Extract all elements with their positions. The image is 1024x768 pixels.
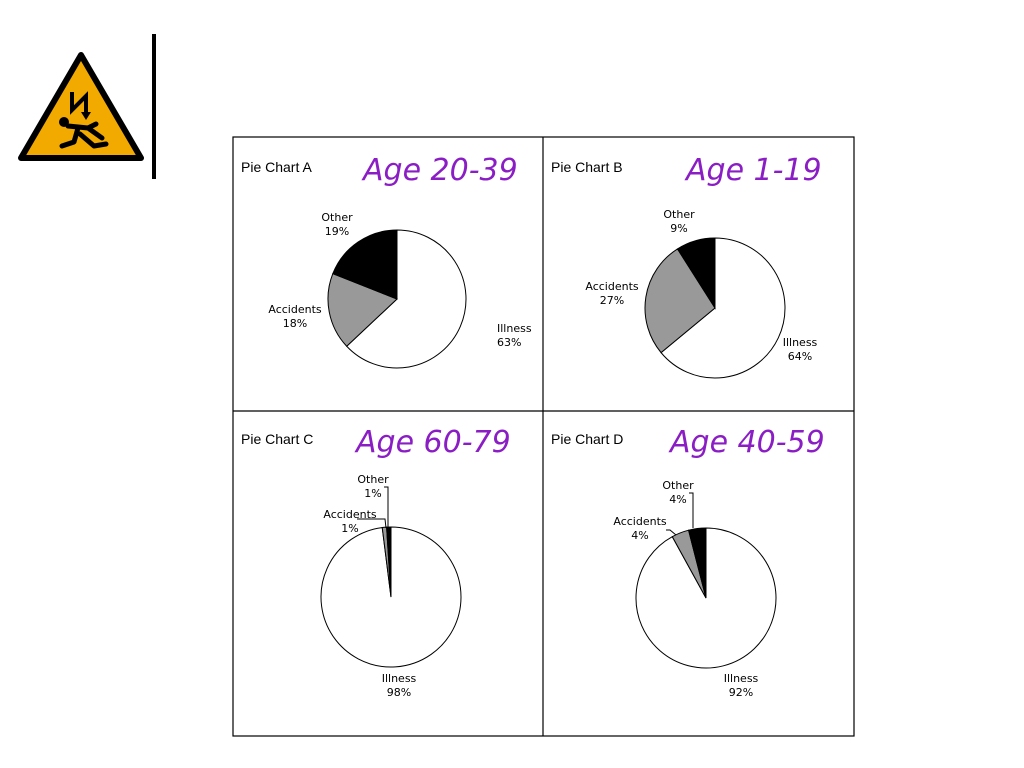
age-group-label: Age 60-79 <box>354 425 511 460</box>
slice-label: Other 9% <box>663 208 695 235</box>
chart-title: Pie Chart B <box>551 159 623 175</box>
leader-line <box>357 518 387 529</box>
pie-slice-illness <box>345 229 467 369</box>
electric-shock-warning-icon <box>18 52 144 161</box>
pie-slice-other <box>332 229 398 300</box>
slice-label: Accidents 18% <box>268 303 322 330</box>
slice-label: Other 1% <box>357 473 389 500</box>
chart-title: Pie Chart D <box>551 431 623 447</box>
pie-slice-other <box>676 237 716 310</box>
chart-title: Pie Chart A <box>241 159 312 175</box>
slice-label: Illness 98% <box>382 672 417 699</box>
slice-label: Accidents 1% <box>323 508 377 535</box>
slice-label: Illness 63% <box>497 322 532 349</box>
divider-line <box>152 34 156 179</box>
pie-slice-accidents <box>327 272 398 347</box>
slice-label: Illness 64% <box>783 336 818 363</box>
slice-label: Accidents 27% <box>585 280 639 307</box>
age-group-label: Age 20-39 <box>361 153 518 188</box>
age-group-label: Age 1-19 <box>684 153 822 188</box>
slice-label: Accidents 4% <box>613 515 667 542</box>
age-group-label: Age 40-59 <box>668 425 825 460</box>
pie-slice-other <box>687 527 707 599</box>
pie-slice-illness <box>660 237 786 379</box>
pie-slice-other <box>386 526 392 598</box>
leader-line <box>384 486 389 527</box>
slice-label: Illness 92% <box>724 672 759 699</box>
slice-label: Other 19% <box>321 211 353 238</box>
leader-line <box>689 492 694 528</box>
pie-slice-accidents <box>644 248 716 354</box>
chart-title: Pie Chart C <box>241 431 313 447</box>
leader-line <box>666 529 677 536</box>
slice-label: Other 4% <box>662 479 694 506</box>
